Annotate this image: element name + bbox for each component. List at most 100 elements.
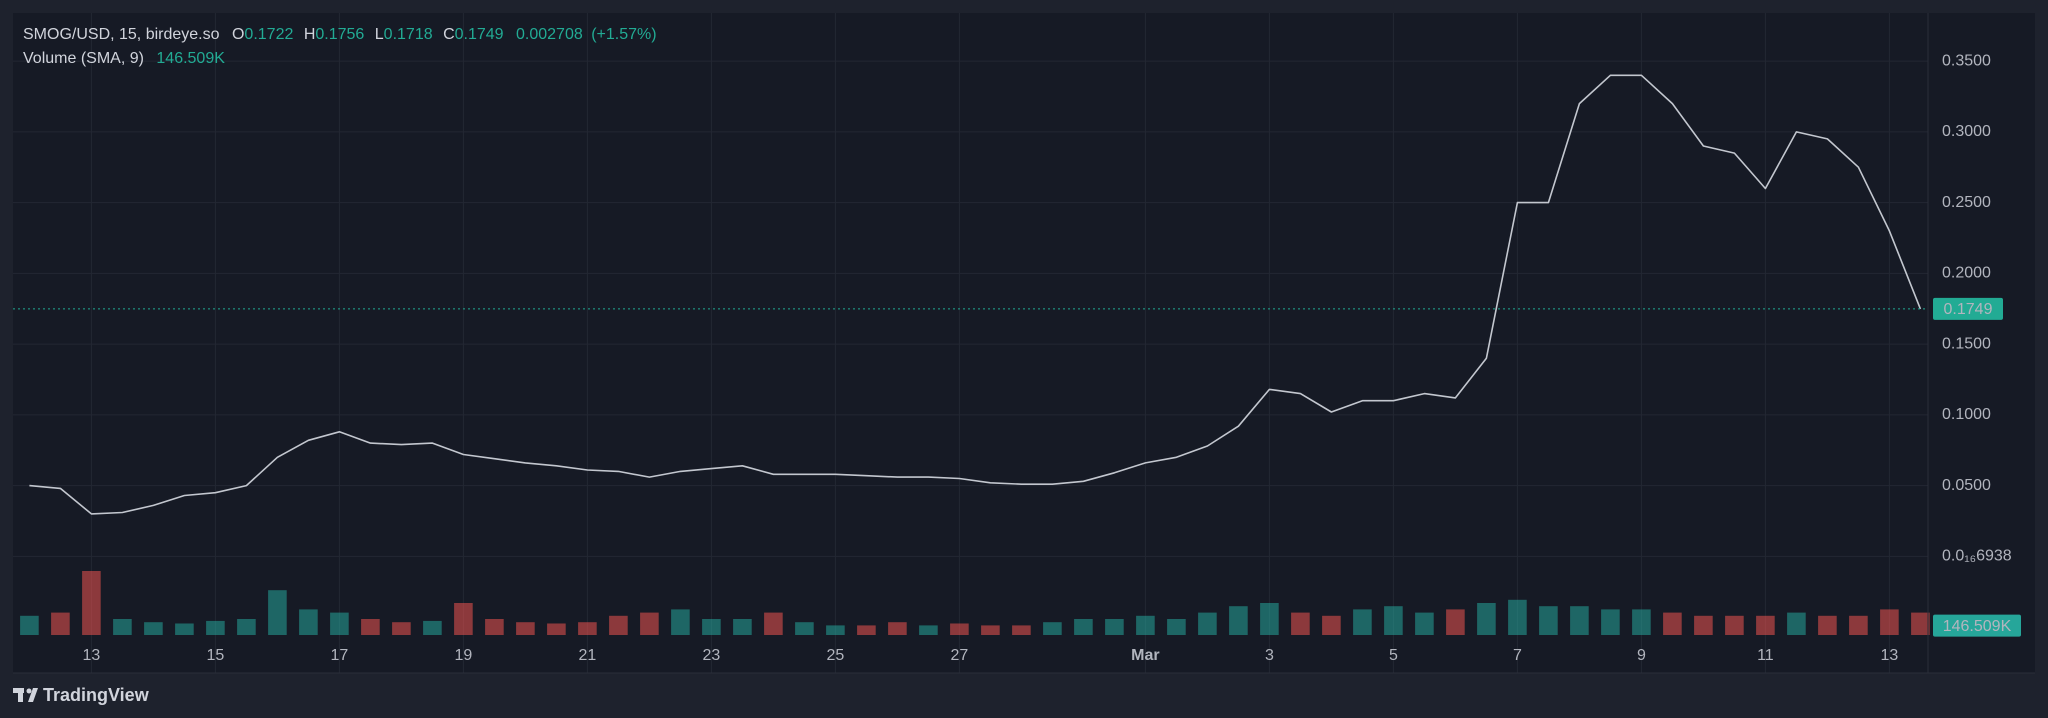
volume-bar (1167, 619, 1186, 635)
volume-bar (113, 619, 132, 635)
volume-bar (485, 619, 504, 635)
x-tick-label: 17 (331, 647, 349, 664)
volume-bar (826, 625, 845, 635)
x-tick-label: 25 (827, 647, 845, 664)
last-price-label: 0.1749 (1944, 301, 1993, 318)
x-tick-label: 5 (1389, 647, 1398, 664)
volume-bar (1198, 612, 1217, 635)
volume-bar (1818, 615, 1837, 635)
volume-sma: 146.509K (156, 50, 225, 67)
volume-bar (330, 612, 349, 635)
volume-bar (1291, 612, 1310, 635)
ohlc-value: 0.1718 (384, 26, 433, 43)
volume-bar (1353, 609, 1372, 635)
volume-bar (423, 620, 442, 635)
y-tick-label: 0.3000 (1942, 123, 1991, 140)
volume-bar (20, 615, 39, 635)
volume-bar (206, 620, 225, 635)
volume-bar (268, 590, 287, 635)
volume-bar (144, 622, 163, 635)
x-tick-label: 27 (951, 647, 969, 664)
volume-bar (1384, 606, 1403, 635)
ohlc-value: 0.1756 (315, 26, 364, 43)
volume-bar (1694, 615, 1713, 635)
x-tick-label: 11 (1757, 647, 1774, 664)
ohlc-key: C (443, 26, 455, 43)
volume-bar (1539, 606, 1558, 635)
ohlc-value: 0.1749 (455, 26, 504, 43)
volume-bar (1415, 612, 1434, 635)
volume-bar (1260, 603, 1279, 635)
volume-bar (733, 619, 752, 635)
volume-bar (1477, 603, 1496, 635)
volume-bar (1446, 609, 1465, 635)
volume-bar (1632, 609, 1651, 635)
volume-bar (237, 619, 256, 635)
volume-bar (1012, 625, 1031, 635)
symbol: SMOG/USD, 15, birdeye.so (23, 26, 220, 43)
logo-part (28, 688, 38, 702)
volume-bar (1136, 615, 1155, 635)
volume-bar (950, 623, 969, 635)
volume-bar (671, 609, 690, 635)
volume-bar (578, 622, 597, 635)
volume-bar (1229, 606, 1248, 635)
ohlc-key: O (232, 26, 244, 43)
volume-bar (1663, 612, 1682, 635)
logo-part (18, 688, 23, 702)
volume-label: Volume (SMA, 9) (23, 50, 144, 67)
volume-bars (20, 571, 1930, 635)
y-tick-label: 0.2000 (1942, 265, 1991, 282)
volume-bar (51, 612, 70, 635)
volume-bar (1601, 609, 1620, 635)
volume-bar (795, 622, 814, 635)
volume-bar (1849, 615, 1868, 635)
x-tick-label: 3 (1265, 647, 1274, 664)
volume-bar (1725, 615, 1744, 635)
volume-bar (392, 622, 411, 635)
ohlc-value: 0.1722 (244, 26, 293, 43)
volume-bar (1043, 622, 1062, 635)
x-tick-label: 19 (455, 647, 473, 664)
plot (13, 74, 1928, 515)
footer-brand: TradingView (43, 685, 150, 705)
volume-bar (1880, 609, 1899, 635)
x-tick-label: 15 (207, 647, 225, 664)
y-tick-label: 0.0₁₆6938 (1942, 548, 2012, 565)
y-tick-label: 0.3500 (1942, 52, 1991, 69)
volume-bar (857, 625, 876, 635)
x-tick-label: 21 (579, 647, 597, 664)
y-tick-label: 0.1500 (1942, 335, 1991, 352)
axes: 0.0₁₆6938 0.0500 0.1000 0.1500 0.2000 0.2500 0… (83, 52, 2021, 664)
x-tick-label: 13 (83, 647, 101, 664)
price-line (29, 74, 1922, 515)
y-tick-label: 0.2500 (1942, 194, 1991, 211)
x-tick-label: 7 (1513, 647, 1522, 664)
last-price-box (1933, 297, 2003, 320)
chart-panel (13, 13, 2035, 673)
volume-bar (1787, 612, 1806, 635)
volume-bar (1570, 606, 1589, 635)
volume-bar (981, 625, 1000, 635)
y-tick-label: 0.0500 (1942, 477, 1991, 494)
volume-bar (175, 623, 194, 635)
volume-bar (1322, 615, 1341, 635)
volume-bar (1756, 615, 1775, 635)
volume-bar (516, 622, 535, 635)
x-tick-label: 23 (703, 647, 721, 664)
volume-bar (454, 603, 473, 635)
x-tick-label: Mar (1131, 647, 1159, 664)
volume-bar (1508, 599, 1527, 635)
ohlc-key: L (375, 26, 384, 43)
legend-line: SMOG/USD, 15, birdeye.so O0.1722 H0.1756… (23, 26, 657, 43)
volume-bar (1911, 612, 1930, 635)
volume-bar (640, 612, 659, 635)
volume-bar (888, 622, 907, 635)
volume-bar (82, 571, 101, 635)
volume-bar (1074, 619, 1093, 635)
volume-legend: Volume (SMA, 9) 146.509K (23, 50, 225, 67)
change-pct: (+1.57%) (591, 26, 656, 43)
ohlc-key: H (304, 26, 316, 43)
